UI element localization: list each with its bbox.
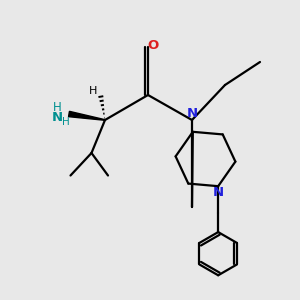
Text: N: N (187, 107, 198, 120)
Text: H: H (53, 101, 62, 114)
Polygon shape (69, 111, 105, 120)
Text: O: O (148, 39, 159, 52)
Text: H: H (62, 117, 70, 128)
Text: N: N (52, 111, 63, 124)
Text: N: N (213, 186, 224, 199)
Text: H: H (89, 86, 97, 96)
